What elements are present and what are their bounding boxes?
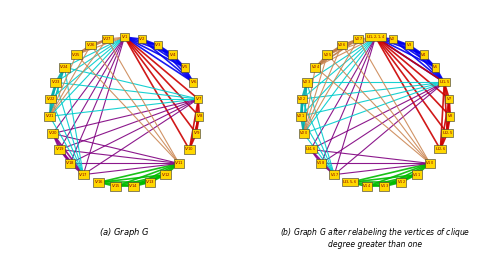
Text: $v_{26}$: $v_{26}$ xyxy=(338,41,346,49)
Text: $v_{27}$: $v_{27}$ xyxy=(102,35,112,43)
Text: $v_{13}$: $v_{13}$ xyxy=(145,178,155,186)
Text: (a) Graph $G$: (a) Graph $G$ xyxy=(99,226,150,239)
Text: $v_{14}$: $v_{14}$ xyxy=(362,183,372,190)
Text: $v_{13}$: $v_{13}$ xyxy=(380,183,389,190)
Text: $u_{4,6}$: $u_{4,6}$ xyxy=(305,146,316,153)
Text: $v_{20}$: $v_{20}$ xyxy=(48,130,58,137)
Text: $v_{22}$: $v_{22}$ xyxy=(297,95,306,103)
Text: $v_{17}$: $v_{17}$ xyxy=(330,171,339,179)
Text: $v_4$: $v_4$ xyxy=(169,51,176,59)
Text: $v_8$: $v_8$ xyxy=(447,112,454,120)
Text: $v_{25}$: $v_{25}$ xyxy=(323,51,332,59)
Text: $v_3$: $v_3$ xyxy=(406,41,412,49)
Text: $v_{23}$: $v_{23}$ xyxy=(302,78,312,86)
Text: $u_{2,6}$: $u_{2,6}$ xyxy=(435,146,446,153)
Text: $v_{14}$: $v_{14}$ xyxy=(128,183,138,190)
Text: (b) Graph $G$ after relabeling the vertices of clique
degree greater than one: (b) Graph $G$ after relabeling the verti… xyxy=(280,226,470,249)
Text: $v_7$: $v_7$ xyxy=(446,95,452,103)
Text: $v_6$: $v_6$ xyxy=(190,78,197,86)
Text: $v_5$: $v_5$ xyxy=(432,63,439,71)
Text: $v_{26}$: $v_{26}$ xyxy=(86,41,96,49)
Text: $u_{1,2,1,4}$: $u_{1,2,1,4}$ xyxy=(366,34,385,41)
Text: $v_8$: $v_8$ xyxy=(196,112,203,120)
Text: $v_{17}$: $v_{17}$ xyxy=(78,171,88,179)
Text: $v_{11}$: $v_{11}$ xyxy=(174,160,184,167)
Text: $v_3$: $v_3$ xyxy=(154,41,162,49)
Text: $v_9$: $v_9$ xyxy=(192,130,200,137)
Text: $v_{20}$: $v_{20}$ xyxy=(299,130,308,137)
Text: $v_{19}$: $v_{19}$ xyxy=(54,146,64,153)
Text: $v_2$: $v_2$ xyxy=(390,35,396,43)
Text: $v_{24}$: $v_{24}$ xyxy=(60,63,70,71)
Text: $v_{10}$: $v_{10}$ xyxy=(184,146,194,153)
Text: $v_{24}$: $v_{24}$ xyxy=(311,63,320,71)
Text: $v_{18}$: $v_{18}$ xyxy=(316,160,326,167)
Text: $v_{12}$: $v_{12}$ xyxy=(161,171,170,179)
Text: $v_{25}$: $v_{25}$ xyxy=(72,51,81,59)
Text: $v_{10}$: $v_{10}$ xyxy=(426,160,434,167)
Text: $u_{2,5}$: $u_{2,5}$ xyxy=(442,130,453,137)
Text: $v_{16}$: $v_{16}$ xyxy=(94,178,104,186)
Text: $v_1$: $v_1$ xyxy=(121,33,128,41)
Text: $v_4$: $v_4$ xyxy=(420,51,427,59)
Text: $v_5$: $v_5$ xyxy=(181,63,188,71)
Text: $v_{11}$: $v_{11}$ xyxy=(412,171,421,179)
Text: $v_{27}$: $v_{27}$ xyxy=(354,35,362,43)
Text: $v_{21}$: $v_{21}$ xyxy=(45,112,54,120)
Text: $u_{3,5,6}$: $u_{3,5,6}$ xyxy=(342,179,357,186)
Text: $v_{22}$: $v_{22}$ xyxy=(46,95,56,103)
Text: $v_{23}$: $v_{23}$ xyxy=(51,78,60,86)
Text: $v_{15}$: $v_{15}$ xyxy=(111,183,120,190)
Text: $v_7$: $v_7$ xyxy=(194,95,202,103)
Text: $v_{18}$: $v_{18}$ xyxy=(65,160,75,167)
Text: $v_2$: $v_2$ xyxy=(138,35,145,43)
Text: $v_{21}$: $v_{21}$ xyxy=(296,112,305,120)
Text: $u_{1,5}$: $u_{1,5}$ xyxy=(438,79,450,86)
Text: $v_{12}$: $v_{12}$ xyxy=(396,178,406,186)
